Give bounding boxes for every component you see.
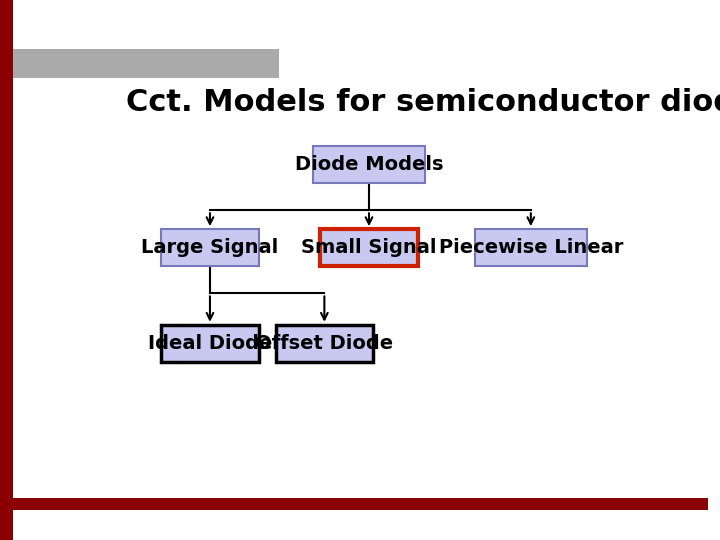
FancyBboxPatch shape xyxy=(313,146,425,183)
FancyBboxPatch shape xyxy=(161,229,258,266)
Text: Large Signal: Large Signal xyxy=(141,238,279,257)
FancyBboxPatch shape xyxy=(276,325,373,362)
FancyBboxPatch shape xyxy=(475,229,587,266)
Text: Small Signal: Small Signal xyxy=(301,238,437,257)
FancyBboxPatch shape xyxy=(161,325,258,362)
Text: Cct. Models for semiconductor diodes: Cct. Models for semiconductor diodes xyxy=(126,87,720,117)
Text: Diode Models: Diode Models xyxy=(294,155,444,174)
Text: Offset Diode: Offset Diode xyxy=(256,334,393,353)
Text: Piecewise Linear: Piecewise Linear xyxy=(438,238,623,257)
FancyBboxPatch shape xyxy=(320,229,418,266)
Text: Ideal Diode: Ideal Diode xyxy=(148,334,272,353)
